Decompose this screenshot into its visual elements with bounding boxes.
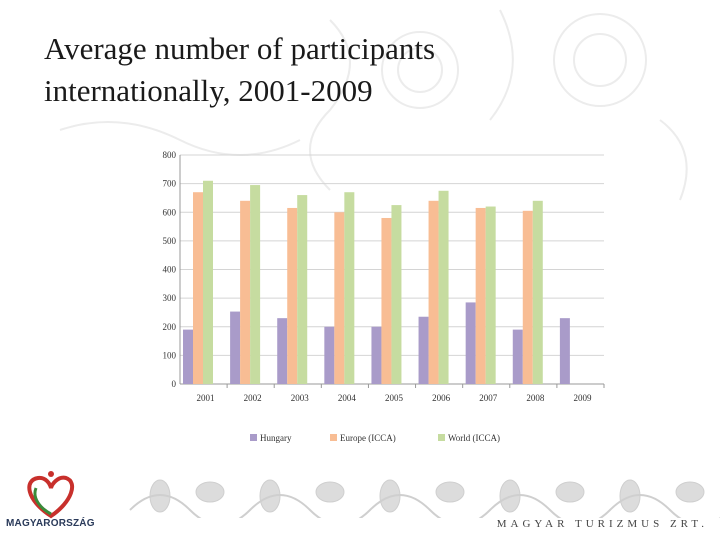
x-tick-label: 2001 xyxy=(197,393,215,403)
bar-world-icca--2008 xyxy=(532,200,543,384)
y-tick-label: 300 xyxy=(163,293,177,303)
bar-world-icca--2003 xyxy=(297,195,308,384)
y-tick-label: 200 xyxy=(163,322,177,332)
x-tick-label: 2006 xyxy=(432,393,451,403)
x-tick-label: 2004 xyxy=(338,393,357,403)
y-tick-label: 500 xyxy=(163,236,177,246)
bar-chart: 0 100 200 300 400 500 600 700 800 2001 2002 2003 200… xyxy=(163,150,605,443)
legend-swatch xyxy=(250,434,257,441)
bar-europe-icca--2003 xyxy=(287,207,298,384)
title-line-1: Average number of participants xyxy=(44,31,436,66)
magyarorszag-logo xyxy=(27,471,75,519)
bar-world-icca--2004 xyxy=(344,192,355,384)
bar-hungary-2006 xyxy=(418,316,429,384)
legend-label: Europe (ICCA) xyxy=(340,433,396,443)
legend-swatch xyxy=(438,434,445,441)
x-tick-label: 2005 xyxy=(385,393,404,403)
page-title: Average number of participants internati… xyxy=(44,28,564,112)
footer-ornament xyxy=(129,479,720,518)
y-tick-label: 100 xyxy=(163,350,177,360)
bar-europe-icca--2001 xyxy=(193,192,203,384)
bar-hungary-2008 xyxy=(512,329,523,384)
bar-world-icca--2005 xyxy=(391,205,402,384)
bar-europe-icca--2006 xyxy=(428,200,439,384)
y-tick-label: 600 xyxy=(163,207,177,217)
y-tick-label: 0 xyxy=(172,379,177,389)
bar-hungary-2005 xyxy=(371,326,382,384)
x-tick-label: 2002 xyxy=(244,393,262,403)
y-tick-label: 400 xyxy=(163,265,177,275)
bar-world-icca--2007 xyxy=(485,206,496,384)
logo-wordmark: MAGYARORSZÁG xyxy=(6,518,95,529)
bar-hungary-2009 xyxy=(559,318,570,384)
bar-europe-icca--2008 xyxy=(522,210,533,384)
bar-europe-icca--2002 xyxy=(240,200,251,384)
bar-world-icca--2002 xyxy=(250,185,261,384)
legend-label: Hungary xyxy=(260,433,292,443)
x-tick-label: 2003 xyxy=(291,393,310,403)
legend-swatch xyxy=(330,434,337,441)
y-tick-label: 800 xyxy=(163,150,177,160)
bar-hungary-2003 xyxy=(277,318,288,384)
x-tick-label: 2009 xyxy=(573,393,592,403)
legend-label: World (ICCA) xyxy=(448,433,500,443)
bar-hungary-2001 xyxy=(183,329,193,384)
title-line-2: internationally, 2001-2009 xyxy=(44,73,373,108)
y-tick-label: 700 xyxy=(163,179,177,189)
bar-world-icca--2001 xyxy=(203,180,213,384)
company-name: MAGYAR TURIZMUS ZRT. xyxy=(496,518,708,530)
bar-world-icca--2006 xyxy=(438,190,449,384)
bar-hungary-2007 xyxy=(465,302,476,384)
x-tick-label: 2007 xyxy=(479,393,498,403)
bar-europe-icca--2004 xyxy=(334,212,345,384)
bar-europe-icca--2005 xyxy=(381,217,392,384)
bar-hungary-2002 xyxy=(230,311,241,384)
bar-europe-icca--2007 xyxy=(475,207,486,384)
x-tick-label: 2008 xyxy=(526,393,545,403)
bar-hungary-2004 xyxy=(324,326,335,384)
